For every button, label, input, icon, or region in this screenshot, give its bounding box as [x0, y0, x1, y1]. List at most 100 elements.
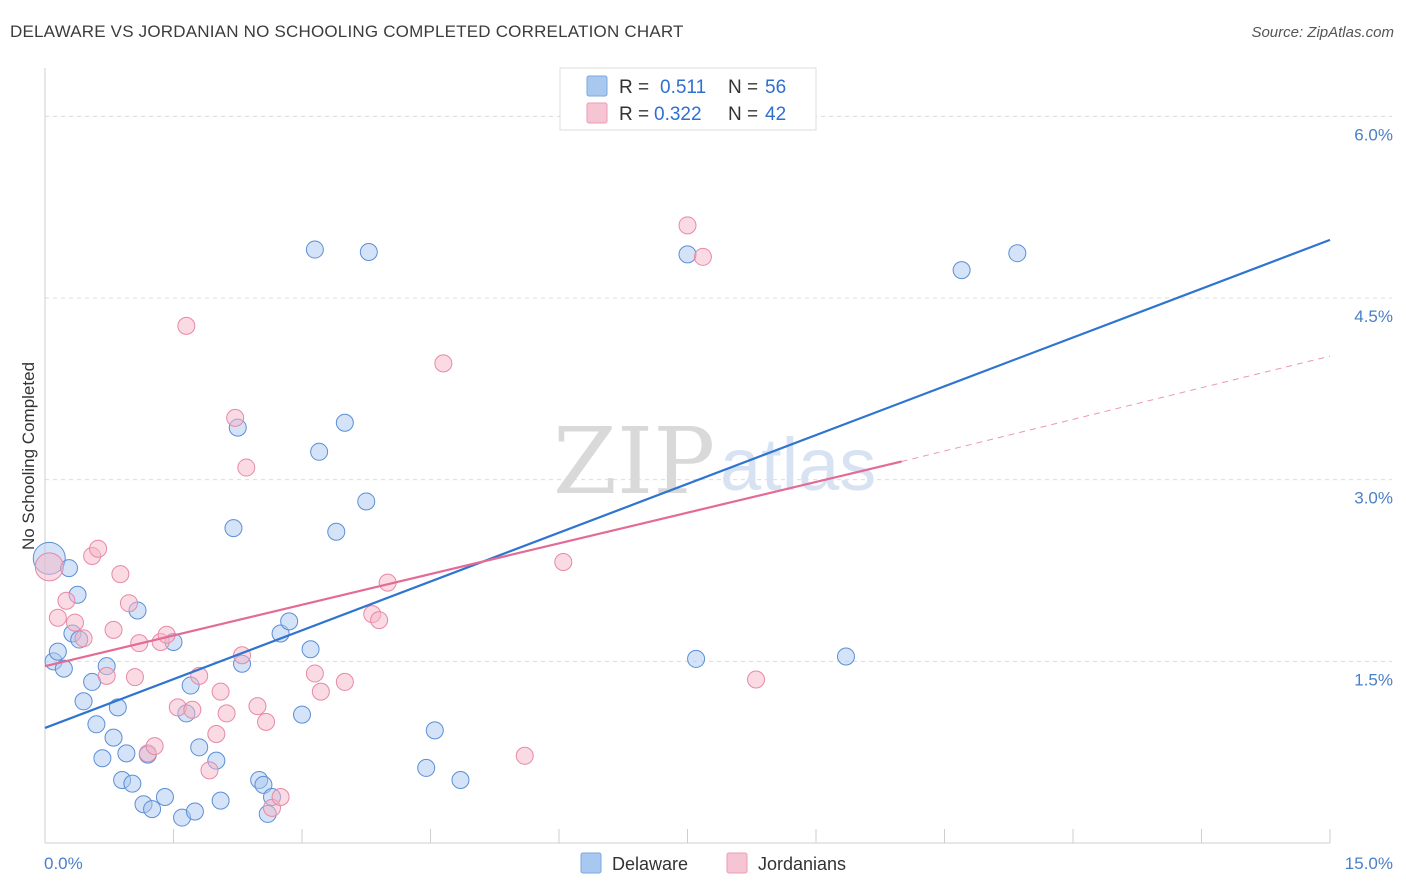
- delaware-point: [74, 692, 93, 711]
- jordanians-point: [183, 700, 202, 719]
- delaware-point: [327, 522, 346, 541]
- jordanians-point: [34, 552, 64, 582]
- legend-swatch-delaware: [586, 75, 608, 97]
- delaware-trend-line: [44, 238, 1331, 729]
- jordanians-point: [211, 682, 230, 701]
- grid-lines: [45, 115, 1392, 662]
- delaware-point: [185, 802, 204, 821]
- delaware-point: [143, 800, 162, 819]
- jordanians-point: [370, 611, 389, 630]
- legend-n-label: N =: [728, 77, 758, 98]
- bottom-legend-swatch-delaware: [580, 852, 602, 874]
- top-legend: R = 0.511 N = 56 R = 0.322 N = 42: [559, 67, 817, 131]
- data-points: [32, 216, 1027, 827]
- delaware-point: [190, 738, 209, 757]
- jordanians-point: [747, 670, 766, 689]
- delaware-point: [87, 715, 106, 734]
- legend-n-value: 42: [765, 104, 786, 125]
- jordanians-point: [693, 247, 712, 266]
- x-tick-labels: 0.0% 15.0%: [44, 854, 1393, 873]
- jordanians-point: [65, 613, 84, 632]
- legend-r-value: 0.511: [660, 77, 706, 98]
- jordanians-point: [207, 725, 226, 743]
- jordanians-point: [678, 216, 697, 235]
- x-tick-label: 0.0%: [44, 854, 83, 873]
- jordanians-point: [237, 458, 256, 477]
- delaware-point: [211, 791, 230, 810]
- jordanians-point: [74, 629, 93, 648]
- delaware-point: [301, 640, 320, 659]
- jordanians-point: [311, 682, 330, 701]
- jordanians-point: [248, 697, 267, 716]
- source-label: Source: ZipAtlas.com: [1251, 24, 1394, 41]
- jordanians-point: [257, 712, 276, 731]
- jordanians-point: [48, 608, 67, 627]
- delaware-point: [293, 705, 311, 724]
- delaware-point: [678, 245, 697, 264]
- jordanians-point: [145, 737, 164, 756]
- jordanians-point: [111, 565, 130, 584]
- jordanians-point: [200, 761, 219, 780]
- y-tick-label: 3.0%: [1354, 489, 1393, 508]
- delaware-point: [425, 721, 444, 740]
- watermark-atlas: atlas: [720, 423, 876, 506]
- legend-r-label: R =: [619, 77, 649, 98]
- delaware-point: [305, 240, 324, 259]
- delaware-point: [335, 413, 354, 432]
- watermark-zip: ZIP: [553, 408, 715, 515]
- delaware-point: [48, 642, 67, 661]
- bottom-legend-swatch-jordanians: [726, 852, 748, 874]
- delaware-point: [104, 728, 123, 747]
- jordanians-point: [119, 594, 138, 613]
- axes: [44, 68, 1331, 844]
- delaware-point: [359, 242, 378, 261]
- trend-lines: [44, 238, 1331, 729]
- jordanians-point: [226, 408, 245, 427]
- legend-r-label: R =: [619, 104, 649, 125]
- delaware-point: [155, 787, 174, 806]
- delaware-point: [451, 771, 470, 790]
- delaware-point: [54, 659, 73, 678]
- y-tick-label: 6.0%: [1354, 125, 1393, 144]
- delaware-point: [687, 649, 706, 668]
- jordanians-point: [217, 704, 236, 723]
- delaware-point: [417, 758, 436, 777]
- x-tick-label: 15.0%: [1345, 854, 1393, 873]
- delaware-point: [123, 774, 142, 793]
- delaware-point: [224, 519, 243, 538]
- delaware-point: [280, 612, 299, 631]
- bottom-legend: Delaware Jordanians: [580, 852, 846, 874]
- delaware-point: [952, 261, 971, 280]
- delaware-point: [310, 442, 329, 461]
- jordanians-point: [89, 539, 108, 558]
- delaware-point: [1008, 244, 1027, 263]
- delaware-point: [357, 492, 376, 511]
- delaware-point: [836, 647, 855, 666]
- chart-title: DELAWARE VS JORDANIAN NO SCHOOLING COMPL…: [10, 22, 684, 41]
- bottom-legend-delaware: Delaware: [612, 854, 688, 874]
- bottom-legend-jordanians: Jordanians: [758, 854, 846, 874]
- y-tick-label: 1.5%: [1354, 670, 1393, 689]
- jordanians-point: [177, 316, 196, 335]
- legend-swatch-jordanians: [586, 102, 608, 124]
- legend-r-value: 0.322: [654, 104, 702, 125]
- jordanians-point: [97, 666, 116, 685]
- jordanians-point: [125, 668, 144, 687]
- legend-n-value: 56: [765, 77, 786, 98]
- delaware-point: [117, 744, 136, 763]
- jordanians-point: [104, 620, 123, 639]
- jordanians-point: [57, 591, 76, 610]
- jordanians-point: [271, 787, 290, 806]
- y-tick-label: 4.5%: [1354, 307, 1393, 326]
- legend-n-label: N =: [728, 104, 758, 125]
- y-axis-label: No Schooling Completed: [19, 362, 38, 550]
- jordanians-point: [335, 672, 354, 691]
- watermark: ZIP atlas: [553, 408, 876, 515]
- jordanians-point: [554, 553, 573, 572]
- jordanians-point: [515, 746, 534, 765]
- delaware-point: [93, 749, 112, 768]
- delaware-point: [108, 698, 127, 717]
- jordanians-trend-extension: [901, 355, 1331, 462]
- jordanians-trend-line: [44, 460, 902, 668]
